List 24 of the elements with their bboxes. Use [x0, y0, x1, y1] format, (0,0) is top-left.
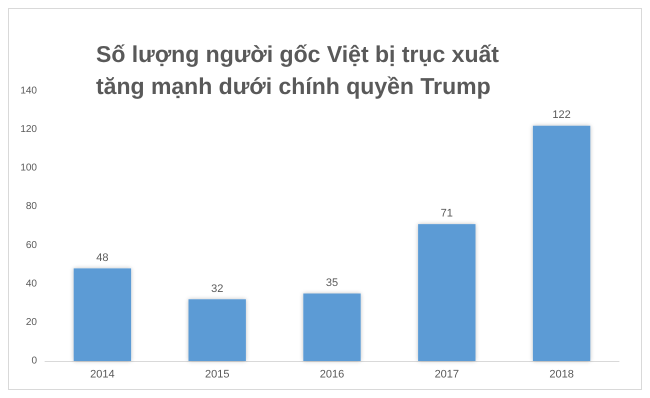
data-label: 48 [96, 252, 109, 264]
y-tick-label: 120 [20, 124, 38, 136]
x-tick-label: 2016 [320, 368, 344, 380]
x-tick-label: 2017 [434, 368, 460, 380]
chart-title: Số lượng người gốc Việt bị trục xuất tăng mạnh dưới chính quyền Trump [96, 41, 506, 99]
bar [418, 224, 476, 361]
bar [74, 268, 132, 361]
x-tick-label: 2014 [90, 368, 115, 380]
y-tick-label: 100 [20, 162, 38, 174]
y-tick-label: 0 [31, 356, 38, 366]
bar [188, 299, 246, 361]
data-label: 71 [440, 208, 453, 220]
bar [303, 294, 361, 361]
y-tick-label: 40 [26, 278, 38, 290]
y-tick-label: 20 [26, 316, 38, 328]
y-tick-label: 60 [26, 240, 38, 251]
data-label: 35 [326, 277, 338, 289]
x-tick-label: 2018 [549, 368, 574, 380]
y-tick-label: 80 [26, 201, 38, 212]
data-label: 32 [211, 282, 224, 295]
x-tick-label: 2015 [204, 368, 230, 380]
data-label: 122 [552, 109, 571, 122]
bar [532, 126, 590, 361]
y-tick-label: 140 [20, 86, 38, 96]
